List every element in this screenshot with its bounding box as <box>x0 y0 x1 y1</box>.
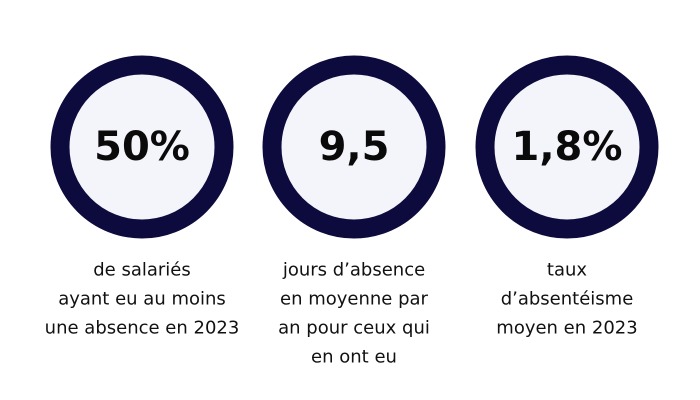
stat-ring <box>50 55 234 239</box>
stat-description: taux <box>547 260 587 281</box>
stat-description: jours d’absence <box>282 260 425 281</box>
stat-description: une absence en 2023 <box>45 318 240 339</box>
stat-value: 9,5 <box>319 124 390 170</box>
stat-ring <box>475 55 659 239</box>
stat-description: en moyenne par <box>280 289 429 310</box>
stat-description: ayant eu au moins <box>58 289 226 310</box>
stat-description: en ont eu <box>311 347 397 368</box>
stat-ring <box>262 55 446 239</box>
stat-description: de salariés <box>93 260 191 281</box>
stat-value: 50% <box>94 124 190 170</box>
stat-value: 1,8% <box>512 124 623 170</box>
stat-description: moyen en 2023 <box>496 318 637 339</box>
stat-description: an pour ceux qui <box>278 318 430 339</box>
stat-description: d’absentéisme <box>501 289 634 310</box>
